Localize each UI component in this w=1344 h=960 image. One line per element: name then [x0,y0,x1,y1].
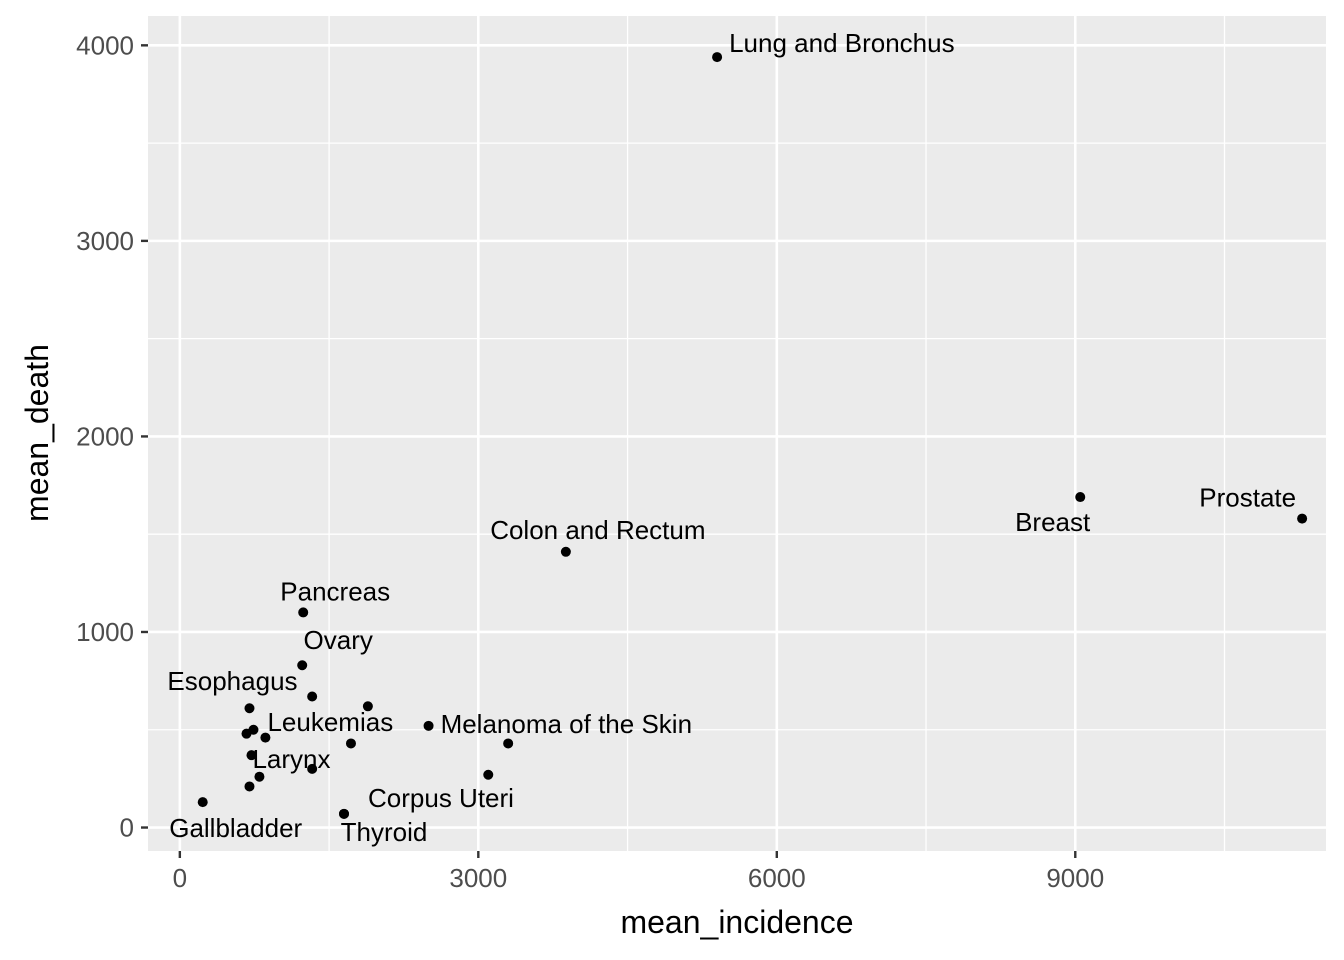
y-tick-label: 1000 [76,617,134,647]
point-label: Pancreas [280,576,390,606]
point-label: Melanoma of the Skin [441,709,692,739]
point-label: Esophagus [167,666,297,696]
data-point [503,738,514,749]
data-point [483,769,494,780]
y-tick-label: 3000 [76,226,134,256]
y-tick-label: 2000 [76,421,134,451]
point-label: Leukemias [267,707,393,737]
x-tick-label: 6000 [748,863,806,893]
y-axis: 0 1000 2000 3000 4000 [76,30,148,843]
point-label: Colon and Rectum [490,515,705,545]
x-tick-label: 0 [173,863,187,893]
point-label: Larynx [252,744,330,774]
data-point [339,808,350,819]
data-point [307,763,318,774]
y-tick-label: 0 [120,813,134,843]
data-point [246,750,257,761]
grid-major [148,16,1326,851]
data-point [254,771,265,782]
x-tick-label: 9000 [1046,863,1104,893]
point-label: Thyroid [341,817,428,847]
data-point [260,732,271,743]
point-label: Ovary [304,625,373,655]
point-labels: Lung and Bronchus Breast Prostate Colon and… [167,28,1296,847]
y-tick-label: 4000 [76,30,134,60]
data-point [712,52,723,63]
point-label: Corpus Uteri [368,783,514,813]
x-axis-title: mean_incidence [620,904,853,940]
data-point [244,781,255,792]
point-label: Breast [1015,507,1091,537]
data-point [345,738,356,749]
data-point [241,728,252,739]
data-point [1075,492,1086,503]
data-point [197,797,208,808]
data-point [362,701,373,712]
x-axis: 0 3000 6000 9000 [173,851,1104,893]
data-point [307,691,318,702]
point-label: Prostate [1199,483,1296,513]
data-point [560,546,571,557]
data-point [298,607,309,618]
plot-panel [148,16,1326,851]
point-label: Gallbladder [169,813,302,843]
data-point [423,720,434,731]
x-tick-label: 3000 [449,863,507,893]
data-point [1297,513,1308,524]
grid-minor [148,16,1326,851]
data-points [197,52,1308,819]
y-axis-title: mean_death [19,344,55,522]
data-point [297,660,308,671]
point-label: Lung and Bronchus [729,28,955,58]
data-point [244,703,255,714]
